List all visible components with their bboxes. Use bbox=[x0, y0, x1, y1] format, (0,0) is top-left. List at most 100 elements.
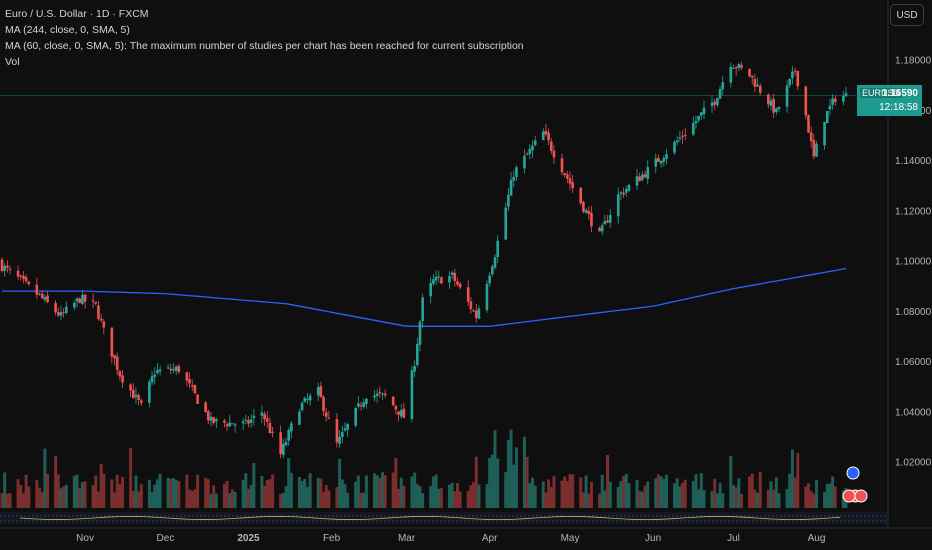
volume-bar bbox=[75, 474, 79, 508]
candle-body bbox=[346, 423, 349, 430]
volume-bar bbox=[646, 481, 650, 508]
volume-bar bbox=[171, 478, 175, 508]
legend-symbol[interactable]: Euro / U.S. Dollar · 1D · FXCM bbox=[5, 8, 149, 20]
candle-body bbox=[319, 386, 323, 398]
volume-bar bbox=[284, 486, 288, 508]
volume-bar bbox=[552, 476, 556, 508]
candle-body bbox=[3, 265, 6, 271]
volume-bar bbox=[421, 493, 425, 508]
candle-body bbox=[282, 443, 285, 455]
volume-bar bbox=[756, 492, 760, 508]
candle-body bbox=[469, 301, 473, 310]
volume-bar bbox=[560, 480, 564, 508]
bar-countdown: 12:18:58 bbox=[879, 102, 918, 113]
volume-bar bbox=[450, 482, 454, 508]
legend-volume[interactable]: Vol bbox=[5, 56, 20, 68]
candle-body bbox=[627, 184, 631, 191]
candle-body bbox=[158, 369, 162, 372]
volume-bar bbox=[772, 489, 776, 508]
volume-bar bbox=[249, 484, 253, 508]
candle-body bbox=[75, 298, 79, 302]
candle-body bbox=[418, 321, 422, 345]
volume-bar bbox=[584, 475, 588, 508]
candle-body bbox=[399, 410, 403, 417]
candle-body bbox=[544, 130, 548, 135]
volume-bar bbox=[271, 474, 275, 508]
last-price-label: EURUSD 1.16590 12:18:58 bbox=[857, 85, 922, 116]
candle-body bbox=[732, 67, 735, 69]
volume-bar bbox=[702, 490, 706, 508]
candle-body bbox=[324, 412, 328, 417]
candle-body bbox=[148, 381, 151, 403]
candle-body bbox=[204, 402, 207, 412]
candle-body bbox=[260, 412, 264, 416]
volume-bar bbox=[335, 487, 339, 508]
time-tick-label: Dec bbox=[157, 533, 175, 544]
time-tick-label: 2025 bbox=[237, 533, 260, 544]
time-tick-label: Jun bbox=[645, 533, 661, 544]
legend-ma-60[interactable]: MA (60, close, 0, SMA, 5): The maximum n… bbox=[5, 40, 524, 52]
candle-body bbox=[531, 145, 534, 151]
candle-body bbox=[646, 167, 650, 179]
volume-bar bbox=[169, 478, 173, 508]
volume-bar bbox=[477, 484, 481, 508]
volume-bar bbox=[506, 440, 510, 508]
candle-body bbox=[113, 354, 116, 359]
volume-bar bbox=[737, 478, 741, 508]
candle-body bbox=[308, 395, 312, 401]
candle-body bbox=[99, 318, 103, 321]
volume-bar bbox=[137, 491, 141, 508]
candle-body bbox=[657, 157, 660, 162]
volume-bar bbox=[94, 475, 98, 508]
candle-body bbox=[373, 395, 376, 398]
candle-body bbox=[842, 95, 845, 102]
candle-body bbox=[579, 187, 583, 204]
volume-bar bbox=[190, 490, 194, 508]
candle-body bbox=[528, 148, 532, 154]
volume-bar bbox=[731, 485, 735, 508]
candle-body bbox=[440, 277, 443, 284]
legend-ma-244[interactable]: MA (244, close, 0, SMA, 5) bbox=[5, 24, 130, 36]
volume-bar bbox=[699, 473, 703, 508]
volume-bar bbox=[603, 490, 607, 508]
volume-bar bbox=[241, 479, 245, 508]
volume-bar bbox=[265, 480, 269, 508]
candle-body bbox=[81, 294, 84, 304]
candle-body bbox=[788, 78, 792, 86]
volume-bar bbox=[110, 479, 114, 508]
ma-244-line bbox=[2, 267, 847, 327]
volume-bar bbox=[675, 478, 679, 508]
candle-body bbox=[279, 432, 282, 455]
volume-bar bbox=[174, 479, 178, 508]
volume-bar bbox=[297, 477, 301, 508]
candle-body bbox=[844, 93, 848, 97]
volume-bar bbox=[600, 474, 604, 508]
candle-body bbox=[683, 135, 687, 137]
volume-bar bbox=[3, 472, 7, 508]
candle-body bbox=[453, 272, 457, 281]
volume-bar bbox=[643, 485, 647, 508]
candle-body bbox=[121, 375, 124, 383]
volume-bar bbox=[166, 477, 170, 508]
candle-body bbox=[43, 297, 47, 300]
currency-button[interactable]: USD bbox=[890, 4, 924, 26]
candle-body bbox=[140, 400, 143, 403]
volume-bar bbox=[21, 493, 25, 508]
candle-body bbox=[549, 141, 553, 151]
volume-bar bbox=[638, 490, 642, 508]
volume-bar bbox=[777, 493, 781, 508]
candle-body bbox=[638, 176, 641, 182]
volume-bar bbox=[589, 481, 593, 508]
candle-body bbox=[681, 135, 684, 137]
volume-bar bbox=[531, 477, 535, 508]
volume-bar bbox=[774, 477, 778, 508]
volume-bar bbox=[54, 455, 58, 508]
volume-bar bbox=[244, 473, 248, 508]
candle-body bbox=[359, 405, 363, 407]
candle-body bbox=[362, 402, 366, 407]
volume-bar bbox=[91, 485, 95, 508]
candle-body bbox=[247, 420, 250, 424]
volume-bar bbox=[225, 480, 229, 508]
candle-body bbox=[83, 294, 87, 302]
